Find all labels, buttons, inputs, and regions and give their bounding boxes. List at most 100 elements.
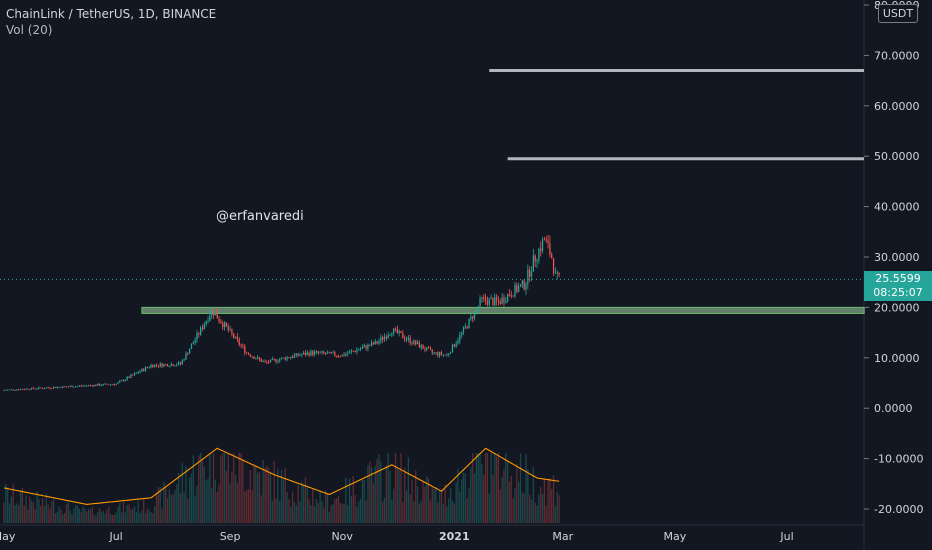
- candle-body: [253, 356, 255, 359]
- volume-bar: [159, 487, 161, 523]
- volume-bar: [14, 505, 16, 523]
- candle-body: [481, 296, 483, 299]
- volume-bars: [3, 453, 560, 523]
- candle-body: [135, 372, 137, 374]
- candle-body: [163, 364, 165, 367]
- volume-bar: [144, 513, 147, 523]
- candle-body: [225, 322, 228, 327]
- candle-body: [229, 329, 231, 331]
- volume-bar: [393, 488, 395, 523]
- volume-bar: [527, 469, 529, 523]
- volume-bar: [64, 513, 66, 523]
- volume-bar: [492, 475, 494, 523]
- candle-body: [244, 346, 246, 353]
- volume-bar: [494, 453, 496, 523]
- volume-bar: [466, 498, 468, 523]
- candle-body: [152, 365, 154, 368]
- bar-countdown: 08:25:07: [873, 286, 923, 299]
- candle-body: [337, 355, 340, 357]
- candle-body: [367, 344, 369, 349]
- volume-bar: [155, 492, 158, 523]
- volume-bar: [240, 453, 242, 523]
- support-zone[interactable]: [141, 306, 865, 314]
- price-tick-label: -20.0000: [874, 503, 923, 516]
- volume-bar: [109, 514, 112, 523]
- candle-body: [380, 337, 382, 342]
- candle-body: [521, 280, 523, 285]
- candle-body: [473, 311, 476, 319]
- volume-bar: [473, 473, 476, 523]
- volume-bar: [165, 487, 167, 523]
- volume-bar: [345, 477, 347, 523]
- volume-bar: [32, 502, 35, 523]
- candle-body: [488, 298, 490, 305]
- candle-body: [426, 347, 428, 350]
- candle-body: [306, 352, 308, 355]
- volume-bar: [286, 491, 288, 523]
- candle-body: [540, 248, 542, 251]
- candle-body: [295, 353, 297, 356]
- currency-button[interactable]: USDT: [878, 4, 918, 23]
- volume-bar: [510, 475, 512, 523]
- volume-bar: [154, 506, 156, 523]
- volume-bar: [174, 489, 176, 523]
- candle-body: [280, 357, 283, 360]
- volume-bar: [481, 463, 483, 523]
- volume-bar: [523, 493, 525, 523]
- candle-body: [75, 386, 77, 388]
- candle-body: [91, 385, 93, 387]
- candle-body: [545, 239, 547, 241]
- price-tick-label: 10.0000: [874, 352, 920, 365]
- candle-body: [549, 243, 551, 255]
- volume-bar: [89, 509, 92, 523]
- volume-bar: [242, 459, 244, 523]
- candle-body: [233, 333, 235, 338]
- volume-bar: [170, 494, 172, 523]
- candle-body: [558, 272, 560, 275]
- volume-bar: [459, 491, 461, 523]
- candle-body: [12, 389, 14, 391]
- volume-bar: [108, 506, 110, 523]
- candle-body: [5, 390, 7, 391]
- volume-bar: [203, 466, 205, 523]
- candle-body: [405, 339, 408, 341]
- candle-body: [86, 385, 88, 387]
- candle-body: [363, 345, 365, 348]
- volume-bar: [293, 501, 296, 523]
- candle-body: [139, 371, 141, 373]
- volume-bar: [223, 453, 226, 523]
- candle-body: [286, 357, 288, 360]
- volume-bar: [279, 501, 281, 523]
- volume-bar: [185, 466, 187, 523]
- candle-body: [475, 308, 478, 312]
- volume-bar: [198, 455, 200, 523]
- volume-bar: [80, 511, 82, 523]
- volume-bar: [407, 457, 410, 523]
- candle-body: [89, 385, 92, 387]
- volume-bar: [402, 502, 404, 523]
- candle-body: [277, 361, 279, 363]
- volume-bar: [166, 497, 169, 523]
- volume-bar: [247, 489, 250, 523]
- volume-bar: [47, 504, 49, 523]
- time-tick-label: Nov: [331, 530, 353, 543]
- volume-bar: [245, 489, 248, 523]
- candle-body: [245, 352, 248, 354]
- volume-bar: [205, 480, 207, 523]
- volume-bar: [113, 514, 115, 523]
- volume-bar: [78, 508, 81, 523]
- volume-bar: [529, 494, 531, 523]
- candle-body: [448, 353, 450, 355]
- price-tick-label: -10.0000: [874, 453, 923, 466]
- candle-body: [174, 365, 176, 367]
- volume-ma-line: [3, 447, 560, 505]
- candle-body: [510, 295, 512, 297]
- candle-body: [60, 387, 62, 388]
- volume-bar: [58, 506, 60, 523]
- volume-bar: [122, 501, 125, 523]
- volume-bar: [437, 502, 439, 523]
- volume-bar: [470, 467, 472, 523]
- volume-bar: [356, 506, 358, 523]
- candle-body: [67, 386, 69, 388]
